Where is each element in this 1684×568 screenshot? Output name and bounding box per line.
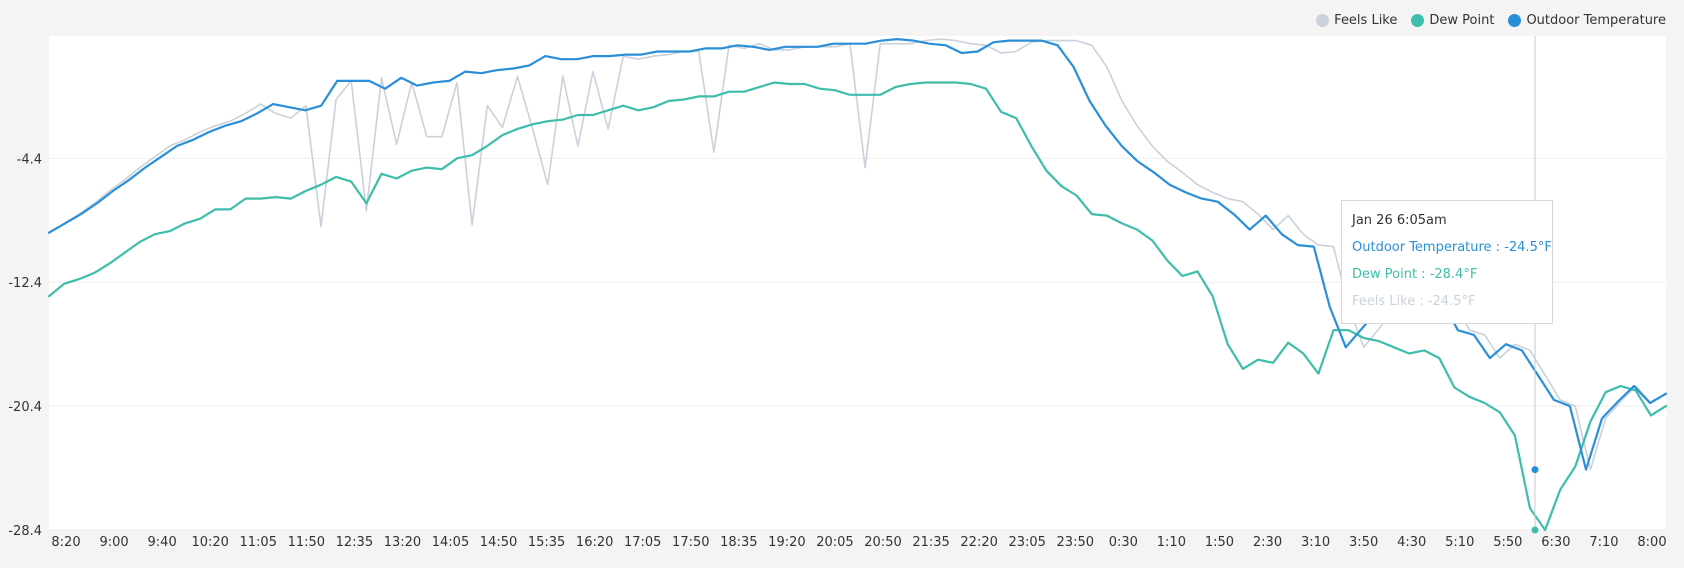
x-tick-label: 11:50: [288, 535, 325, 550]
legend-dot-feels-like: [1316, 14, 1330, 27]
x-tick-label: 3:50: [1349, 535, 1378, 550]
x-tick-label: 20:50: [864, 535, 901, 550]
x-tick-label: 17:05: [624, 535, 661, 550]
x-tick-label: 8:00: [1637, 535, 1666, 550]
x-tick-label: 19:20: [768, 535, 805, 550]
x-tick-label: 21:35: [912, 535, 949, 550]
x-tick-label: 12:35: [336, 535, 373, 550]
y-tick-label: -20.4: [8, 400, 42, 415]
legend-dot-outdoor-temperature: [1508, 14, 1522, 27]
chart-tooltip: Jan 26 6:05am Outdoor Temperature : -24.…: [1341, 200, 1553, 324]
x-tick-label: 22:20: [960, 535, 997, 550]
x-tick-label: 6:30: [1541, 535, 1570, 550]
x-tick-label: 7:10: [1589, 535, 1618, 550]
legend-item-dew-point[interactable]: Dew Point: [1411, 13, 1494, 28]
tooltip-outdoor-temperature: Outdoor Temperature : -24.5°F: [1352, 240, 1552, 255]
x-tick-label: 23:50: [1057, 535, 1094, 550]
x-tick-label: 20:05: [816, 535, 853, 550]
legend-label-outdoor-temperature: Outdoor Temperature: [1526, 13, 1666, 28]
hover-marker-dew-point: [1531, 526, 1539, 534]
legend-dot-dew-point: [1411, 14, 1425, 27]
tooltip-feels-like: Feels Like : -24.5°F: [1352, 294, 1476, 309]
x-tick-label: 5:50: [1493, 535, 1522, 550]
x-tick-label: 1:50: [1205, 535, 1234, 550]
x-tick-label: 14:50: [480, 535, 517, 550]
x-tick-label: 13:20: [384, 535, 421, 550]
x-tick-label: 11:05: [240, 535, 277, 550]
y-tick-label: -28.4: [8, 524, 42, 539]
x-tick-label: 15:35: [528, 535, 565, 550]
x-tick-label: 3:10: [1301, 535, 1330, 550]
legend-label-feels-like: Feels Like: [1334, 13, 1398, 28]
hover-marker-outdoor-temperature: [1531, 466, 1539, 474]
chart-legend: Feels Like Dew Point Outdoor Temperature: [1316, 13, 1666, 28]
x-tick-label: 1:10: [1157, 535, 1186, 550]
x-tick-label: 2:30: [1253, 535, 1282, 550]
x-tick-label: 14:05: [432, 535, 469, 550]
series-line-dew-point: [47, 81, 1668, 532]
y-tick-label: -12.4: [8, 276, 42, 291]
tooltip-dew-point: Dew Point : -28.4°F: [1352, 267, 1478, 282]
x-tick-label: 9:40: [148, 535, 177, 550]
legend-label-dew-point: Dew Point: [1429, 13, 1495, 28]
x-tick-label: 18:35: [720, 535, 757, 550]
x-tick-label: 0:30: [1109, 535, 1138, 550]
x-tick-label: 23:05: [1008, 535, 1045, 550]
tooltip-time: Jan 26 6:05am: [1352, 213, 1447, 228]
legend-item-outdoor-temperature[interactable]: Outdoor Temperature: [1508, 13, 1666, 28]
x-tick-label: 8:20: [51, 535, 80, 550]
y-tick-label: -4.4: [17, 152, 42, 167]
x-tick-label: 10:20: [191, 535, 228, 550]
x-tick-label: 5:10: [1445, 535, 1474, 550]
legend-item-feels-like[interactable]: Feels Like: [1316, 13, 1397, 28]
x-tick-label: 9:00: [99, 535, 128, 550]
x-tick-label: 4:30: [1397, 535, 1426, 550]
x-tick-label: 17:50: [672, 535, 709, 550]
x-tick-label: 16:20: [576, 535, 613, 550]
